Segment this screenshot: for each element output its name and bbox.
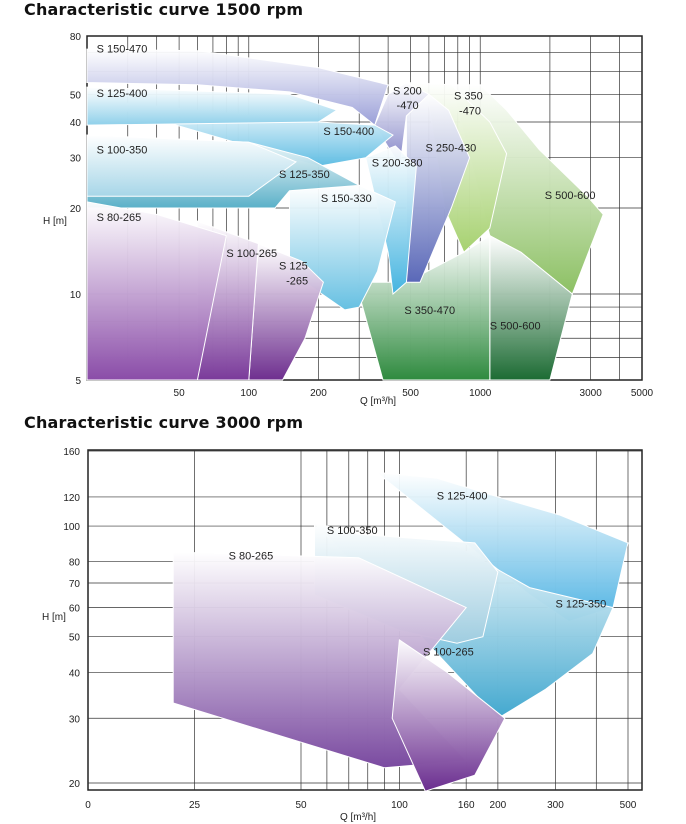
series-label: S 100-265 [226,248,277,260]
y-tick-label: 60 [69,604,81,615]
x-tick-label: 300 [547,800,564,811]
x-axis-label: Q [m³/h] [340,812,376,823]
y-tick-label: 50 [70,90,82,101]
series-label: S 200 [393,85,422,97]
series-label: S 350 [454,90,483,102]
series-label: S 500-600 [490,321,541,333]
x-tick-label: 500 [402,388,419,399]
x-tick-label: 50 [295,800,307,811]
series-label: S 80-265 [97,212,142,224]
x-tick-label: 200 [490,800,507,811]
series-label: S 125-400 [97,88,148,100]
y-tick-label: 40 [70,118,82,129]
y-tick-label: 50 [69,633,81,644]
x-tick-label: 500 [620,800,637,811]
series-label: -470 [459,105,481,117]
series-label: -470 [397,100,419,112]
series-label: S 125-350 [555,599,606,611]
x-tick-label: 0 [85,800,91,811]
y-tick-label: 100 [63,522,80,533]
series-label: S 150-400 [323,126,374,138]
x-tick-label: 25 [189,800,201,811]
series-label: S 100-350 [327,525,378,537]
area-s100-265-4 [391,639,506,792]
series-label: S 125-350 [279,169,330,181]
y-tick-label: 20 [69,779,81,790]
y-tick-label: 40 [69,668,81,679]
series-label: S 200-380 [372,157,423,169]
series-label: S 500-600 [545,190,596,202]
area-s150-470-7 [86,48,389,126]
y-axis-label: H [m] [43,216,67,227]
x-tick-label: 1000 [469,388,492,399]
y-tick-label: 30 [69,714,81,725]
series-label: S 350-470 [404,305,455,317]
x-axis-label: Q [m³/h] [360,396,396,407]
series-label: S 150-470 [97,44,148,56]
series-label: S 125-400 [437,491,488,503]
x-tick-label: 50 [174,388,186,399]
series-label: -265 [286,275,308,287]
chart-1500rpm: 50 100 200 500 1000 3000 5000 5 10 20 30 40 50 80 Q [m… [43,32,654,407]
y-tick-label: 30 [70,154,82,165]
series-label: S 100-265 [423,646,474,658]
x-tick-label: 3000 [580,388,603,399]
x-tick-label: 100 [391,800,408,811]
chart-title-3000rpm: Characteristic curve 3000 rpm [24,413,304,432]
y-tick-label: 20 [70,204,82,215]
chart-3000rpm: 0 25 50 100 160 200 300 500 20 30 40 50 60 70 80 100 120… [42,447,643,823]
y-tick-label: 70 [69,579,81,590]
y-axis-label: H [m] [42,612,66,623]
y-tick-label: 160 [63,447,80,458]
series-label: S 100-350 [97,145,148,157]
x-tick-label: 5000 [631,388,654,399]
area-s80-265-15 [86,201,227,381]
chart-title-1500rpm: Characteristic curve 1500 rpm [24,0,304,19]
area-s125-400-10 [86,86,338,126]
y-tick-label: 10 [70,290,82,301]
series-label: S 80-265 [229,551,274,563]
series-label: S 125 [279,260,308,272]
y-tick-label: 120 [63,493,80,504]
y-tick-label: 80 [69,558,81,569]
series-label: S 250-430 [425,143,476,155]
area-s100-350-12 [86,134,298,197]
y-tick-label: 80 [70,32,82,43]
area-s250-430-4 [405,93,471,283]
series-label: S 150-330 [321,193,372,205]
y-tick-label: 5 [75,376,81,387]
x-tick-label: 200 [310,388,327,399]
x-tick-label: 100 [240,388,257,399]
x-tick-label: 160 [458,800,475,811]
